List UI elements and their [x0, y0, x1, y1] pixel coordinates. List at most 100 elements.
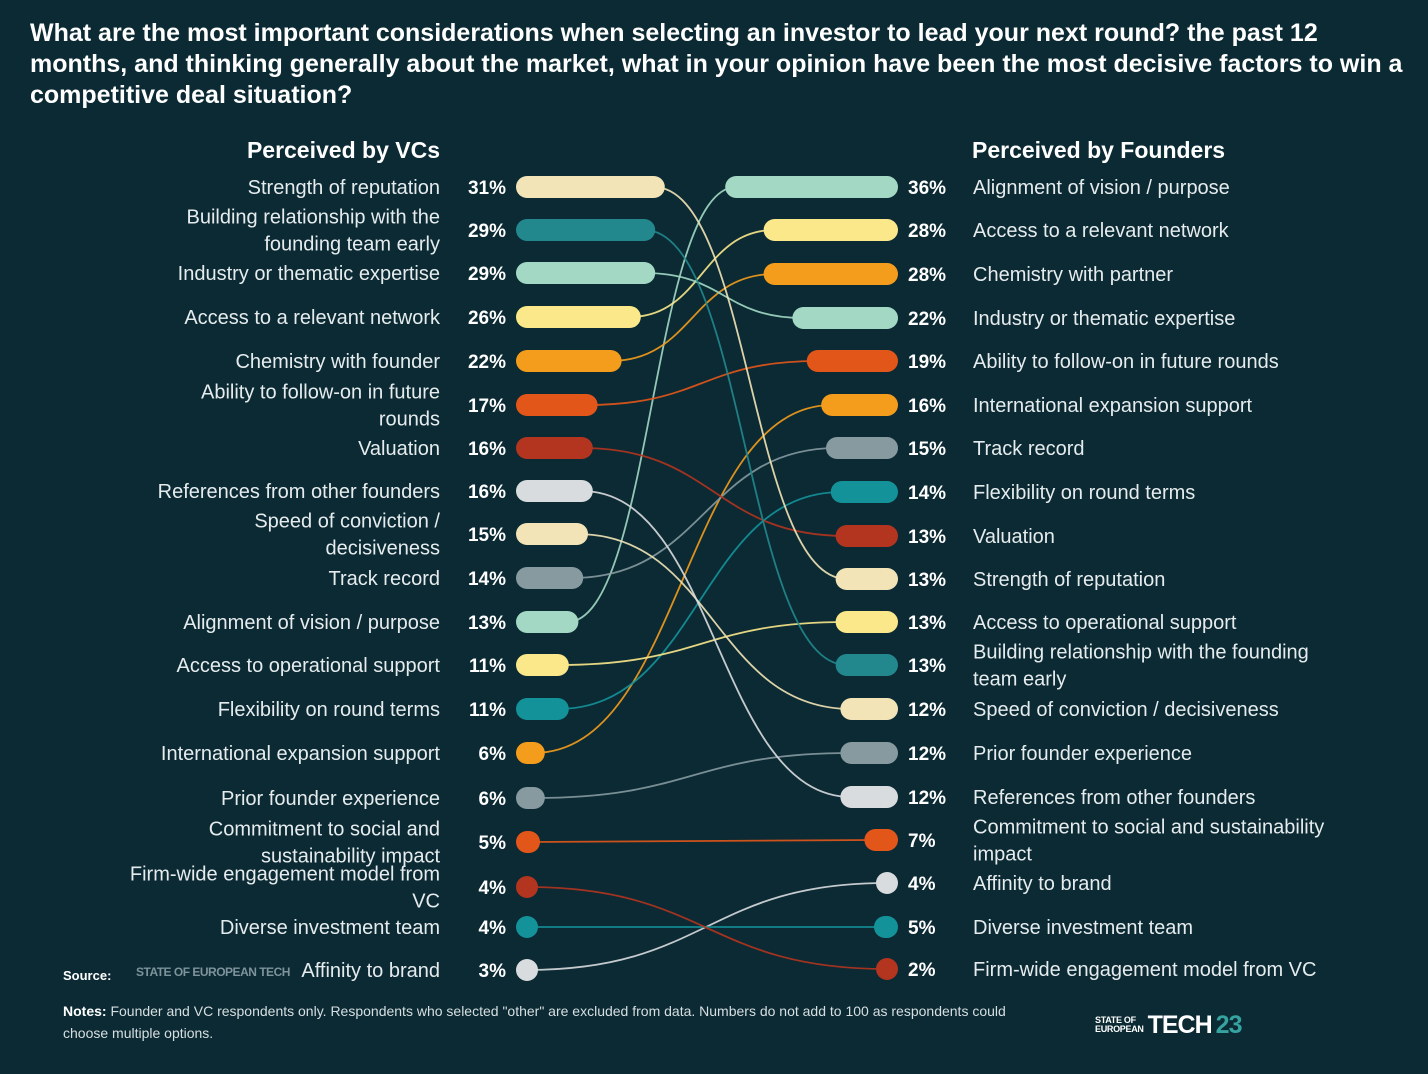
founder-label: Speed of conviction / decisiveness [973, 699, 1279, 721]
vc-bar [516, 567, 584, 589]
founder-label: Flexibility on round terms [973, 482, 1195, 504]
vc-label: Diverse investment team [220, 917, 440, 939]
vc-label: Firm-wide engagement model from VC [130, 864, 440, 913]
vc-label: Flexibility on round terms [218, 699, 440, 721]
vc-label: Access to a relevant network [184, 307, 441, 329]
founder-bar [763, 219, 898, 241]
brand-small-top: STATE OF [1095, 1015, 1136, 1025]
founder-value: 7% [908, 831, 936, 852]
vc-value: 31% [468, 178, 506, 199]
founder-bar [876, 958, 898, 980]
vc-value: 13% [468, 613, 506, 634]
founder-label: Diverse investment team [973, 917, 1193, 939]
connector-line [581, 490, 852, 798]
vc-bar [516, 523, 588, 545]
founder-bar [840, 698, 898, 720]
founder-bar [835, 568, 898, 590]
connector-line [533, 404, 833, 754]
vc-bar [516, 787, 545, 809]
founder-label: Valuation [973, 526, 1055, 548]
founder-value: 12% [908, 744, 946, 765]
notes-label: Notes: [63, 1003, 107, 1019]
founder-label: Access to a relevant network [973, 220, 1230, 242]
founder-bar [840, 742, 898, 764]
founder-value: 4% [908, 874, 936, 895]
vc-label: Alignment of vision / purpose [183, 612, 440, 634]
vc-value: 5% [479, 833, 507, 854]
notes: Notes: Founder and VC respondents only. … [63, 1000, 1023, 1044]
founder-value: 28% [908, 265, 946, 286]
founder-bar [835, 525, 898, 547]
vc-column: Strength of reputation 31% Building relati… [130, 176, 665, 982]
source-logo: STATE OF EUROPEAN TECH [136, 965, 290, 979]
connector-line [576, 533, 852, 710]
founder-label: Alignment of vision / purpose [973, 177, 1230, 199]
vc-bar [516, 742, 545, 764]
connector-lines [526, 186, 888, 971]
notes-text: Founder and VC respondents only. Respond… [63, 1003, 1006, 1041]
brand-logo: STATE OF EUROPEAN TECH 23 [1095, 1010, 1243, 1040]
founder-label: Prior founder experience [973, 743, 1192, 765]
founder-bar [835, 654, 898, 676]
founder-bar [806, 350, 898, 372]
founder-label: Chemistry with partner [973, 264, 1173, 286]
vc-value: 3% [479, 961, 507, 982]
source-label: Source: [63, 968, 112, 983]
founder-value: 15% [908, 439, 946, 460]
founder-value: 13% [908, 656, 946, 677]
chart-title: What are the most important consideratio… [30, 19, 1403, 109]
connector-line [644, 229, 847, 666]
connector-line [528, 839, 876, 843]
founder-bar [821, 394, 898, 416]
founder-value: 28% [908, 221, 946, 242]
founder-value: 13% [908, 527, 946, 548]
founder-label: Ability to follow-on in future rounds [973, 351, 1279, 373]
vc-value: 29% [468, 221, 506, 242]
connector-line [586, 360, 818, 406]
vc-label: Valuation [358, 438, 440, 460]
vc-value: 6% [479, 789, 507, 810]
brand-tech: TECH [1147, 1010, 1213, 1039]
brand-small: STATE OF EUROPEAN [1095, 1016, 1144, 1034]
vc-bar [516, 876, 538, 898]
vc-label: Speed of conviction / decisiveness [254, 511, 440, 560]
vc-bar [516, 394, 598, 416]
brand-small-bottom: EUROPEAN [1095, 1024, 1144, 1034]
founder-label: Access to operational support [973, 612, 1237, 634]
vc-value: 16% [468, 439, 506, 460]
founder-value: 14% [908, 483, 946, 504]
founder-bar [763, 263, 898, 285]
vc-label: Ability to follow-on in future rounds [201, 382, 440, 431]
founder-bar [835, 611, 898, 633]
founder-value: 16% [908, 396, 946, 417]
vc-bar [516, 698, 569, 720]
vc-value: 15% [468, 525, 506, 546]
founder-value: 13% [908, 570, 946, 591]
vc-value: 11% [469, 700, 506, 721]
vc-value: 6% [479, 744, 507, 765]
vc-label: International expansion support [161, 743, 441, 765]
connector-line [644, 272, 804, 319]
connector-line [567, 186, 737, 623]
founder-value: 19% [908, 352, 946, 373]
vc-label: Industry or thematic expertise [178, 263, 440, 285]
left-heading: Perceived by VCs [247, 137, 440, 163]
connector-line [610, 273, 775, 362]
vc-label: Track record [328, 568, 440, 590]
founder-bar [840, 786, 898, 808]
connector-line [526, 886, 888, 970]
vc-value: 11% [469, 656, 506, 677]
vc-bar [516, 831, 540, 853]
vc-bar [516, 654, 569, 676]
vc-bar [516, 959, 538, 981]
brand-year: 23 [1215, 1010, 1243, 1039]
connector-line [533, 752, 852, 799]
founder-value: 22% [908, 309, 946, 330]
founder-bar [830, 481, 898, 503]
connector-line [581, 447, 847, 537]
vc-bar [516, 480, 593, 502]
vc-bar [516, 306, 641, 328]
vc-label: Affinity to brand [301, 960, 440, 982]
vc-label: Strength of reputation [248, 177, 440, 199]
